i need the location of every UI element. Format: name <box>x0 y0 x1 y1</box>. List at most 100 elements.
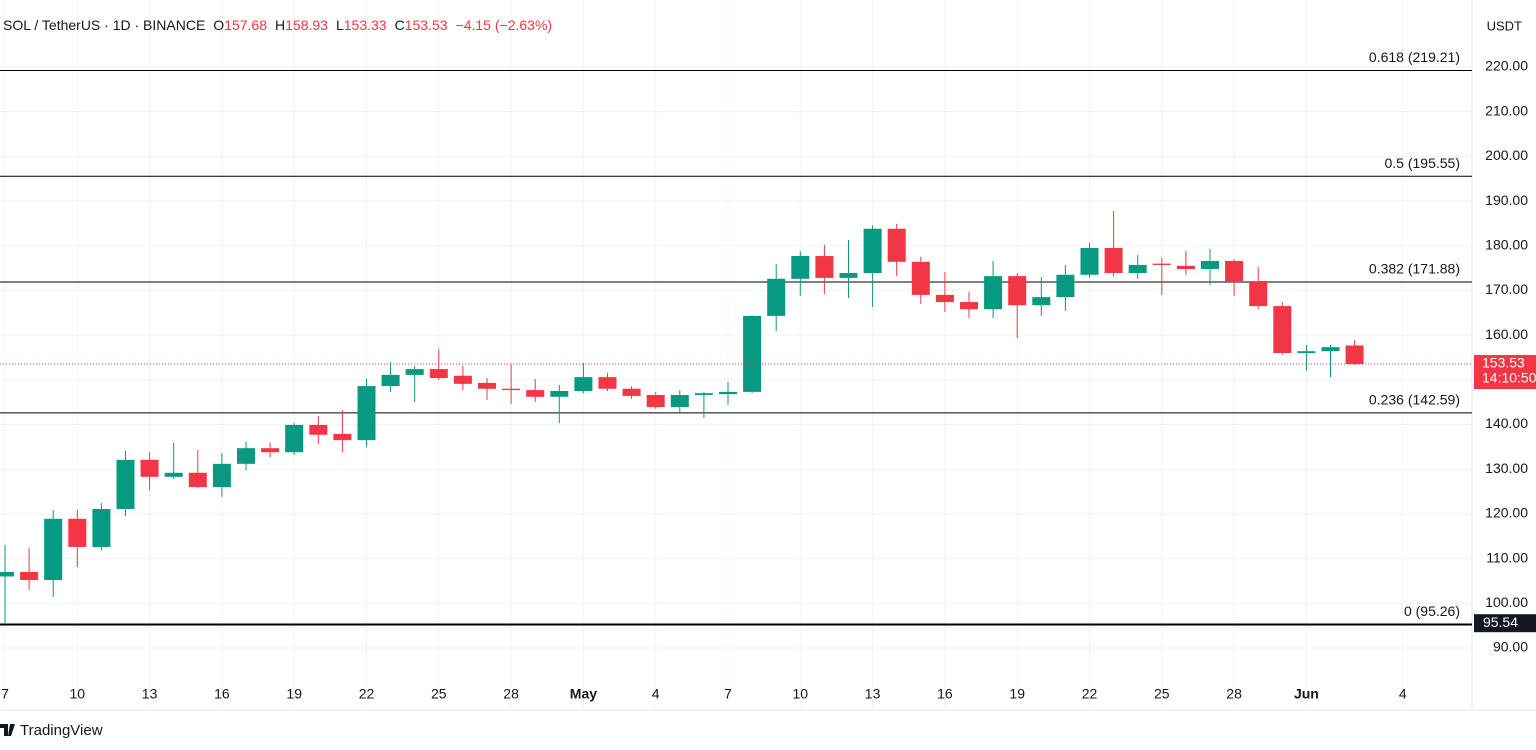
candle-body <box>1032 297 1051 306</box>
x-tick-label: 25 <box>1154 686 1170 702</box>
candle-body <box>670 395 689 408</box>
currency-label: USDT <box>1487 18 1522 33</box>
y-tick-label: 210.00 <box>1485 102 1528 118</box>
candle-body <box>309 424 328 435</box>
x-tick-label: 16 <box>214 686 230 702</box>
candle-body <box>478 382 496 389</box>
candle-body <box>863 228 882 274</box>
candle-body <box>719 391 737 395</box>
candle-body <box>453 375 472 384</box>
logo: TradingView <box>0 722 103 739</box>
x-tick-label: 13 <box>865 686 881 702</box>
candle-body <box>839 273 858 278</box>
y-tick-label: 90.00 <box>1493 639 1528 655</box>
fib-level-label: 0.618 (219.21) <box>1369 49 1460 65</box>
x-tick-label: 28 <box>1226 686 1242 702</box>
x-tick-label: 25 <box>431 686 447 702</box>
y-tick-label: 160.00 <box>1485 326 1528 342</box>
x-tick-label: 16 <box>937 686 953 702</box>
symbol-header: SOL / TetherUS · 1D · BINANCE O 157.68 H 1… <box>3 17 552 33</box>
candle-body <box>116 459 135 509</box>
y-tick-label: 180.00 <box>1485 236 1528 252</box>
candle-body <box>1297 351 1316 353</box>
candle-body <box>237 448 255 464</box>
candle-body <box>140 459 159 477</box>
x-tick-label: 7 <box>1 686 9 702</box>
x-tick-label: 10 <box>70 686 86 702</box>
candle-body <box>68 518 87 547</box>
candle-body <box>815 256 834 278</box>
x-tick-label: 4 <box>1399 686 1407 702</box>
candle-body <box>0 571 14 577</box>
last-price-tag <box>1474 355 1536 390</box>
x-tick-label: 22 <box>1082 686 1098 702</box>
candle-body <box>20 571 39 581</box>
y-tick-label: 220.00 <box>1485 58 1528 74</box>
y-tick-label: 190.00 <box>1485 192 1528 208</box>
x-tick-label: 28 <box>503 686 519 702</box>
candle-body <box>550 390 569 397</box>
candle-body <box>285 424 304 453</box>
candle-body <box>622 388 641 396</box>
y-tick-label: 120.00 <box>1485 505 1528 521</box>
candle-body <box>646 395 665 408</box>
candle-body <box>44 518 63 581</box>
candle-body <box>526 390 545 397</box>
ohlc-label: O <box>213 17 225 33</box>
candle-body <box>694 393 713 396</box>
candle-body <box>188 472 207 488</box>
candle-body <box>429 369 448 379</box>
y-tick-label: 100.00 <box>1485 594 1528 610</box>
x-tick-label: May <box>570 686 597 702</box>
candle-body <box>381 374 400 387</box>
symbol: SOL / TetherUS · 1D · BINANCE <box>3 17 206 33</box>
marker-price-tag <box>1474 614 1536 633</box>
candle-body <box>1249 281 1268 307</box>
y-tick-label: 130.00 <box>1485 460 1528 476</box>
ohlc-label: H <box>275 17 286 33</box>
fib-level-label: 0 (95.26) <box>1404 603 1460 619</box>
x-tick-label: 7 <box>724 686 732 702</box>
ohlc-label: L <box>335 17 344 33</box>
close-value: 153.53 <box>404 17 448 33</box>
candle-body <box>598 377 617 389</box>
grid <box>0 0 1472 710</box>
x-tick-label: 19 <box>1009 686 1025 702</box>
candle-body <box>1176 265 1195 269</box>
candle-body <box>502 388 521 391</box>
candle-body <box>791 256 810 279</box>
candle-body <box>357 386 376 441</box>
plot: 0.618 (219.21) 0.5 (195.55) 0.382 (171.88)… <box>0 49 1472 626</box>
candle-body <box>1201 260 1219 269</box>
branding: TradingView <box>20 722 103 739</box>
candle-body <box>261 448 280 453</box>
y-tick-label: 110.00 <box>1486 549 1528 565</box>
last-price-label: 153.53 <box>1482 355 1525 371</box>
marker-price-label: 95.54 <box>1483 614 1518 630</box>
candle-body <box>212 463 231 488</box>
candle-body <box>1056 274 1075 298</box>
candle-body <box>1008 276 1027 306</box>
candle-body <box>1128 264 1147 274</box>
candle-body <box>984 276 1003 310</box>
x-tick-label: Jun <box>1294 686 1319 702</box>
candle-body <box>1104 247 1123 274</box>
logo-mark <box>0 724 15 736</box>
x-tick-label: 19 <box>286 686 302 702</box>
candle-body <box>92 508 111 547</box>
open-value: 157.68 <box>224 17 268 33</box>
candle-body <box>1152 263 1171 265</box>
candle-body <box>1273 306 1292 353</box>
change: −4.15 (−2.63%) <box>455 17 553 33</box>
candle-body <box>1080 247 1099 275</box>
candle-body <box>574 377 593 391</box>
countdown-label: 14:10:50 <box>1482 370 1536 386</box>
x-tick-label: 4 <box>652 686 660 702</box>
candle-body <box>935 294 954 303</box>
ohlc-label: C <box>394 17 405 33</box>
candle-body <box>333 433 352 441</box>
y-tick-label: 140.00 <box>1485 415 1528 431</box>
candle-body <box>743 315 762 392</box>
